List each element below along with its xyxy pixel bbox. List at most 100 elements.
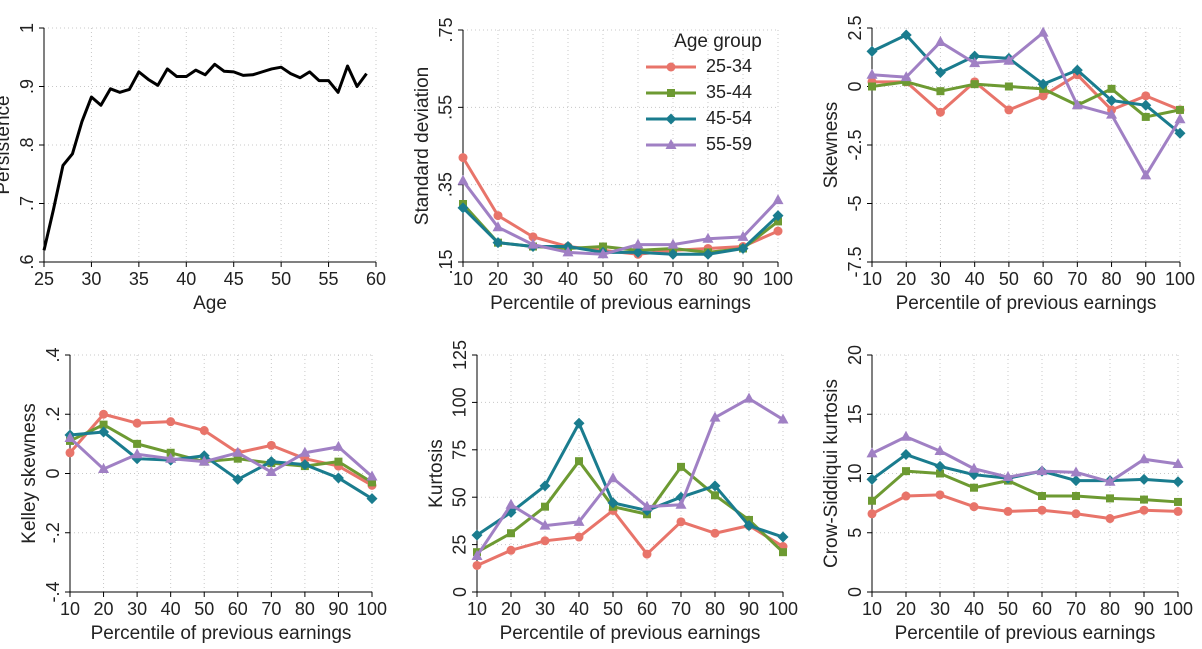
marker: [901, 491, 911, 501]
legend-marker: [667, 89, 675, 97]
x-tick-label: 30: [81, 269, 101, 289]
data-line: [871, 493, 1179, 521]
marker: [1104, 475, 1116, 486]
legend: Age group 25-34 35-44 45-54 55-59: [646, 31, 762, 154]
x-axis-title: Percentile of previous earnings: [91, 623, 352, 644]
y-axis-title: Crow-Siddiqui kurtosis: [821, 379, 842, 568]
marker: [772, 194, 784, 205]
legend-label: 55-59: [706, 134, 752, 154]
y-tick-label: .2: [43, 407, 63, 422]
marker: [492, 237, 504, 249]
marker: [969, 57, 981, 68]
y-tick-label: 0: [845, 587, 865, 597]
marker: [1106, 108, 1118, 119]
marker: [866, 68, 878, 79]
marker: [1037, 505, 1047, 515]
marker: [1138, 473, 1150, 485]
x-tick-label: 35: [129, 269, 149, 289]
x-tick-label: 90: [733, 269, 753, 289]
x-tick-label: 60: [628, 269, 648, 289]
marker: [1105, 514, 1115, 524]
x-tick-label: 70: [663, 269, 683, 289]
x-tick-label: 100: [1163, 599, 1193, 619]
marker: [199, 426, 209, 436]
marker: [709, 411, 721, 422]
marker: [1071, 64, 1083, 76]
marker: [366, 470, 378, 481]
marker: [777, 413, 789, 424]
x-tick-label: 20: [501, 599, 521, 619]
marker: [667, 248, 679, 260]
x-tick-label: 50: [271, 269, 291, 289]
marker: [1174, 127, 1186, 139]
marker: [772, 210, 784, 222]
x-tick-label: 80: [1102, 269, 1122, 289]
marker: [233, 454, 242, 463]
marker: [1038, 91, 1048, 101]
x-axis-title: Percentile of previous earnings: [896, 293, 1157, 314]
y-tick-label: 0: [450, 587, 470, 597]
x-tick-label: 40: [176, 269, 196, 289]
marker: [1107, 84, 1116, 93]
marker: [1003, 54, 1015, 65]
x-tick-label: 70: [671, 599, 691, 619]
x-tick-label: 10: [862, 599, 882, 619]
x-tick-label: 10: [467, 599, 487, 619]
marker: [539, 480, 551, 492]
x-tick-label: 30: [930, 269, 950, 289]
x-tick-label: 60: [637, 599, 657, 619]
marker: [458, 153, 468, 163]
marker: [541, 502, 549, 511]
marker: [472, 560, 482, 570]
marker: [900, 449, 912, 461]
marker: [299, 459, 311, 471]
marker: [779, 548, 787, 557]
marker: [745, 515, 753, 524]
marker: [166, 417, 176, 427]
y-axis-title: Kurtosis: [426, 439, 447, 508]
marker: [99, 420, 108, 429]
marker: [99, 409, 109, 419]
marker: [599, 242, 607, 251]
x-tick-label: 50: [603, 599, 623, 619]
x-tick-label: 20: [896, 599, 916, 619]
x-tick-label: 90: [328, 599, 348, 619]
marker: [607, 497, 619, 509]
x-tick-label: 90: [1136, 269, 1156, 289]
marker: [1140, 99, 1152, 111]
marker: [900, 430, 912, 441]
marker: [266, 440, 276, 450]
marker: [970, 80, 979, 89]
x-tick-label: 70: [1066, 599, 1086, 619]
marker: [935, 490, 945, 500]
y-tick-label: 5: [845, 528, 865, 538]
marker: [1002, 471, 1014, 482]
marker: [1072, 492, 1080, 501]
data-line: [476, 421, 784, 539]
x-tick-label: 50: [998, 599, 1018, 619]
x-tick-label: 50: [999, 269, 1019, 289]
marker: [332, 472, 344, 484]
marker: [1071, 509, 1081, 519]
y-tick-label: .15: [436, 249, 456, 274]
marker: [773, 226, 783, 236]
marker: [1138, 453, 1150, 464]
y-tick-label: .6: [17, 254, 37, 269]
y-tick-label: 75: [450, 440, 470, 460]
x-tick-label: 90: [739, 599, 759, 619]
y-axis-title: Persistence: [0, 95, 14, 194]
marker: [368, 478, 376, 487]
y-tick-label: .8: [17, 137, 37, 152]
marker: [737, 230, 749, 241]
x-tick-label: 80: [705, 599, 725, 619]
marker: [737, 242, 749, 254]
marker: [1174, 113, 1186, 124]
marker: [1141, 112, 1150, 121]
x-tick-label: 60: [228, 599, 248, 619]
x-tick-label: 100: [768, 599, 798, 619]
y-tick-label: .55: [436, 95, 456, 120]
marker: [1176, 105, 1184, 114]
marker: [575, 457, 583, 466]
legend-label: 25-34: [706, 56, 752, 76]
